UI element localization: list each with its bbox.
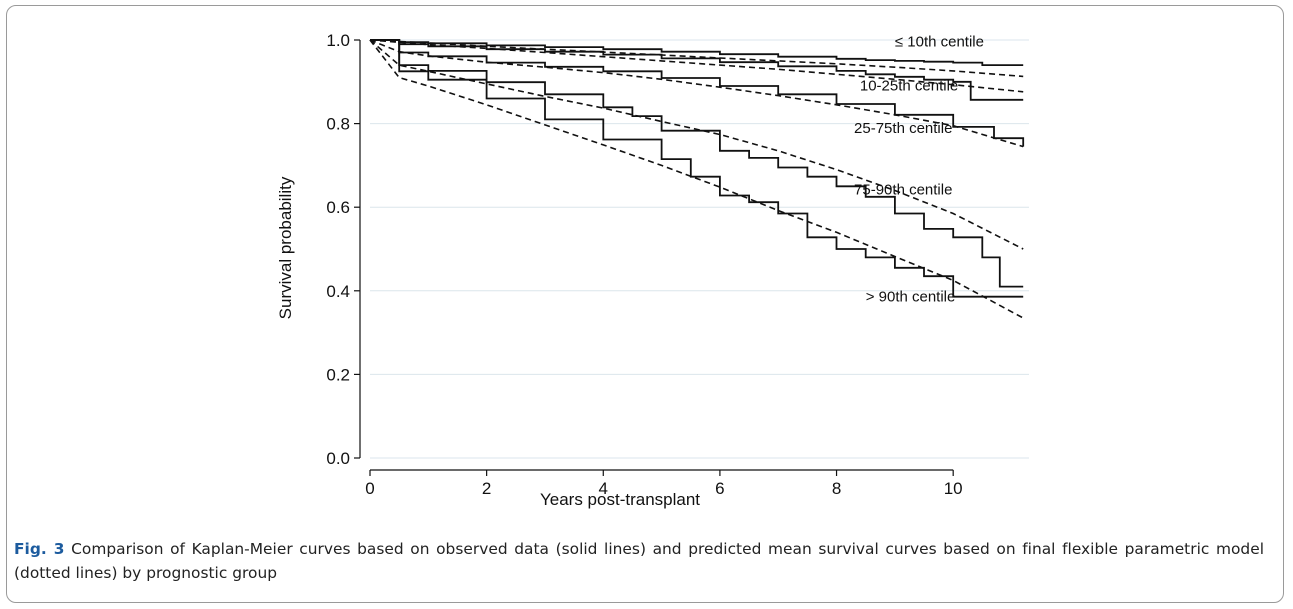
curve-layer [369, 39, 1025, 319]
predicted-curve-0 [369, 39, 1024, 78]
grid-layer [370, 39, 1029, 459]
x-tick-label-1: 2 [482, 479, 491, 498]
x-tick-label-0: 0 [365, 479, 374, 498]
observed-curve-4 [370, 39, 1024, 298]
caption-text: Comparison of Kaplan-Meier curves based … [14, 540, 1264, 582]
curve-label-4: > 90th centile [866, 288, 956, 305]
x-axis-title: Years post-transplant [540, 490, 700, 509]
predicted-curve-2 [369, 39, 1024, 148]
y-tick-label-4: 0.8 [326, 115, 350, 134]
caption-label: Fig. 3 [14, 540, 65, 558]
y-tick-label-2: 0.4 [326, 282, 350, 301]
y-tick-label-1: 0.2 [326, 365, 350, 384]
observed-curve-3 [370, 39, 1024, 288]
y-tick-label-3: 0.6 [326, 198, 350, 217]
observed-curve-2 [370, 39, 1025, 147]
predicted-curve-3 [369, 39, 1024, 250]
predicted-curve-4 [369, 39, 1024, 319]
y-tick-label-5: 1.0 [326, 31, 350, 50]
x-tick-label-5: 10 [944, 479, 963, 498]
x-tick-label-4: 8 [832, 479, 841, 498]
curve-label-3: 75-90th centile [854, 182, 952, 199]
x-tick-label-3: 6 [715, 479, 724, 498]
observed-curve-0 [370, 39, 1024, 66]
y-tick-label-0: 0.0 [326, 449, 350, 468]
curve-label-layer: ≤ 10th centile 10-25th centile 25-75th cen… [854, 33, 984, 305]
survival-chart: 0.0 0.2 0.4 0.6 0.8 1.0 0 2 4 6 8 10 Years post-tra… [276, 31, 1029, 509]
curve-label-0: ≤ 10th centile [895, 33, 984, 50]
curve-label-2: 25-75th centile [854, 120, 952, 137]
figure-caption: Fig. 3 Comparison of Kaplan-Meier curves… [14, 537, 1264, 585]
y-axis-title: Survival probability [276, 176, 295, 319]
curve-label-1: 10-25th centile [860, 78, 958, 95]
axis-layer: 0.0 0.2 0.4 0.6 0.8 1.0 0 2 4 6 8 10 [326, 31, 962, 498]
x-tick-label-2: 4 [599, 479, 608, 498]
figure-frame [6, 5, 1284, 603]
predicted-curve-1 [369, 39, 1024, 93]
observed-curve-1 [370, 39, 1024, 101]
